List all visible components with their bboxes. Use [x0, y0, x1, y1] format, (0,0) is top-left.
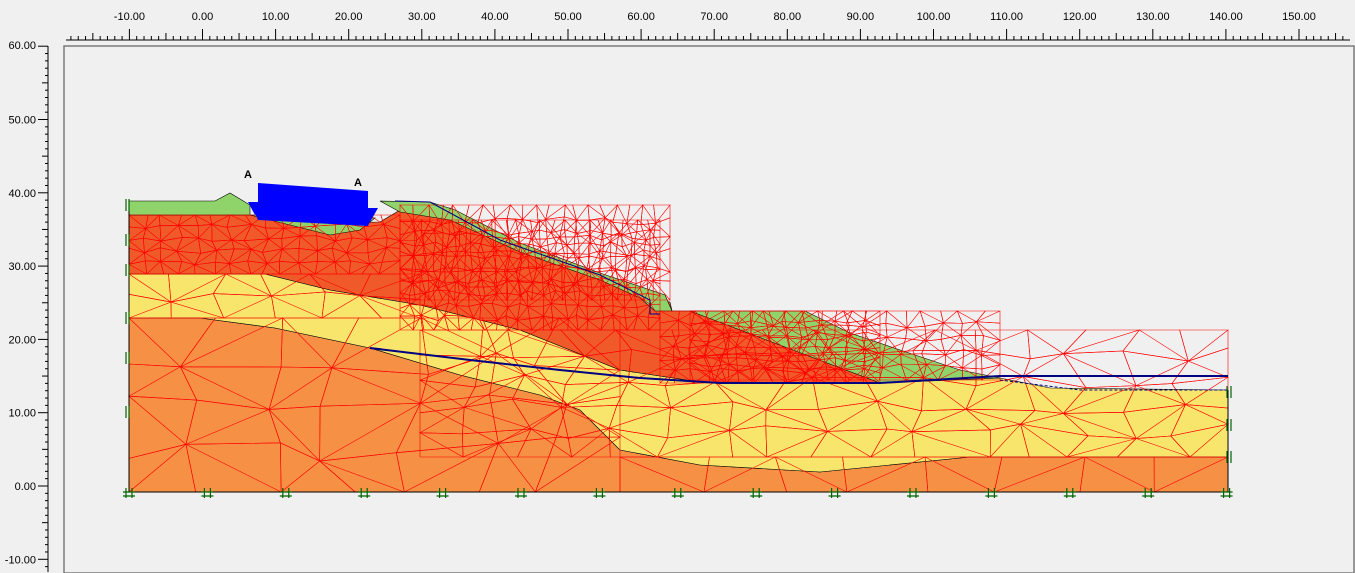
- left-ruler-ticks: 50.00 40.00 30.00 20.00 10.00 0.00 -10.00 60.00: [5, 40, 49, 572]
- x-tick-label: 0.00: [192, 11, 213, 23]
- phreatic-line-right: [999, 379, 1228, 391]
- y-tick-label: 30.00: [8, 261, 36, 273]
- x-tick-label: 150.00: [1282, 11, 1316, 23]
- x-tick-label: -10.00: [114, 11, 145, 23]
- x-tick-label: 130.00: [1136, 11, 1170, 23]
- x-tick-label: 80.00: [774, 11, 802, 23]
- distributed-load[interactable]: [248, 183, 378, 226]
- x-tick-label: 60.00: [627, 11, 655, 23]
- y-tick-label: 50.00: [8, 115, 36, 127]
- load-start-label: A: [244, 169, 252, 181]
- y-tick-label: 40.00: [8, 188, 36, 200]
- phreatic-line-upper: [394, 200, 660, 315]
- boundary-fixities: [123, 199, 1233, 498]
- x-tick-label: 40.00: [481, 11, 509, 23]
- y-tick-label-partial: 60.00: [8, 40, 36, 52]
- x-tick-label: 20.00: [335, 11, 363, 23]
- x-tick-label: 30.00: [408, 11, 436, 23]
- x-tick-label: 140.00: [1209, 11, 1243, 23]
- x-tick-label: 110.00: [990, 11, 1023, 23]
- y-tick-label: -10.00: [5, 554, 36, 566]
- x-tick-label: 10.00: [262, 11, 290, 23]
- x-tick-label: 70.00: [700, 11, 728, 23]
- vertical-ruler: [0, 44, 64, 573]
- load-end-label: A: [354, 177, 362, 189]
- x-tick-label: 50.00: [554, 11, 582, 23]
- x-tick-label: 120.00: [1063, 11, 1097, 23]
- x-tick-label: 100.00: [917, 11, 951, 23]
- y-tick-label: 10.00: [8, 408, 36, 420]
- top-ruler-ticks: -10.00 0.00 10.00 20.00 30.00 40.00 50.00 60.00…: [66, 11, 1350, 41]
- phreatic-line: [369, 347, 1228, 384]
- y-tick-label: 20.00: [8, 334, 36, 346]
- x-tick-label: 90.00: [847, 11, 875, 23]
- y-tick-label: 0.00: [15, 481, 36, 493]
- finite-element-mesh: [127, 203, 1230, 493]
